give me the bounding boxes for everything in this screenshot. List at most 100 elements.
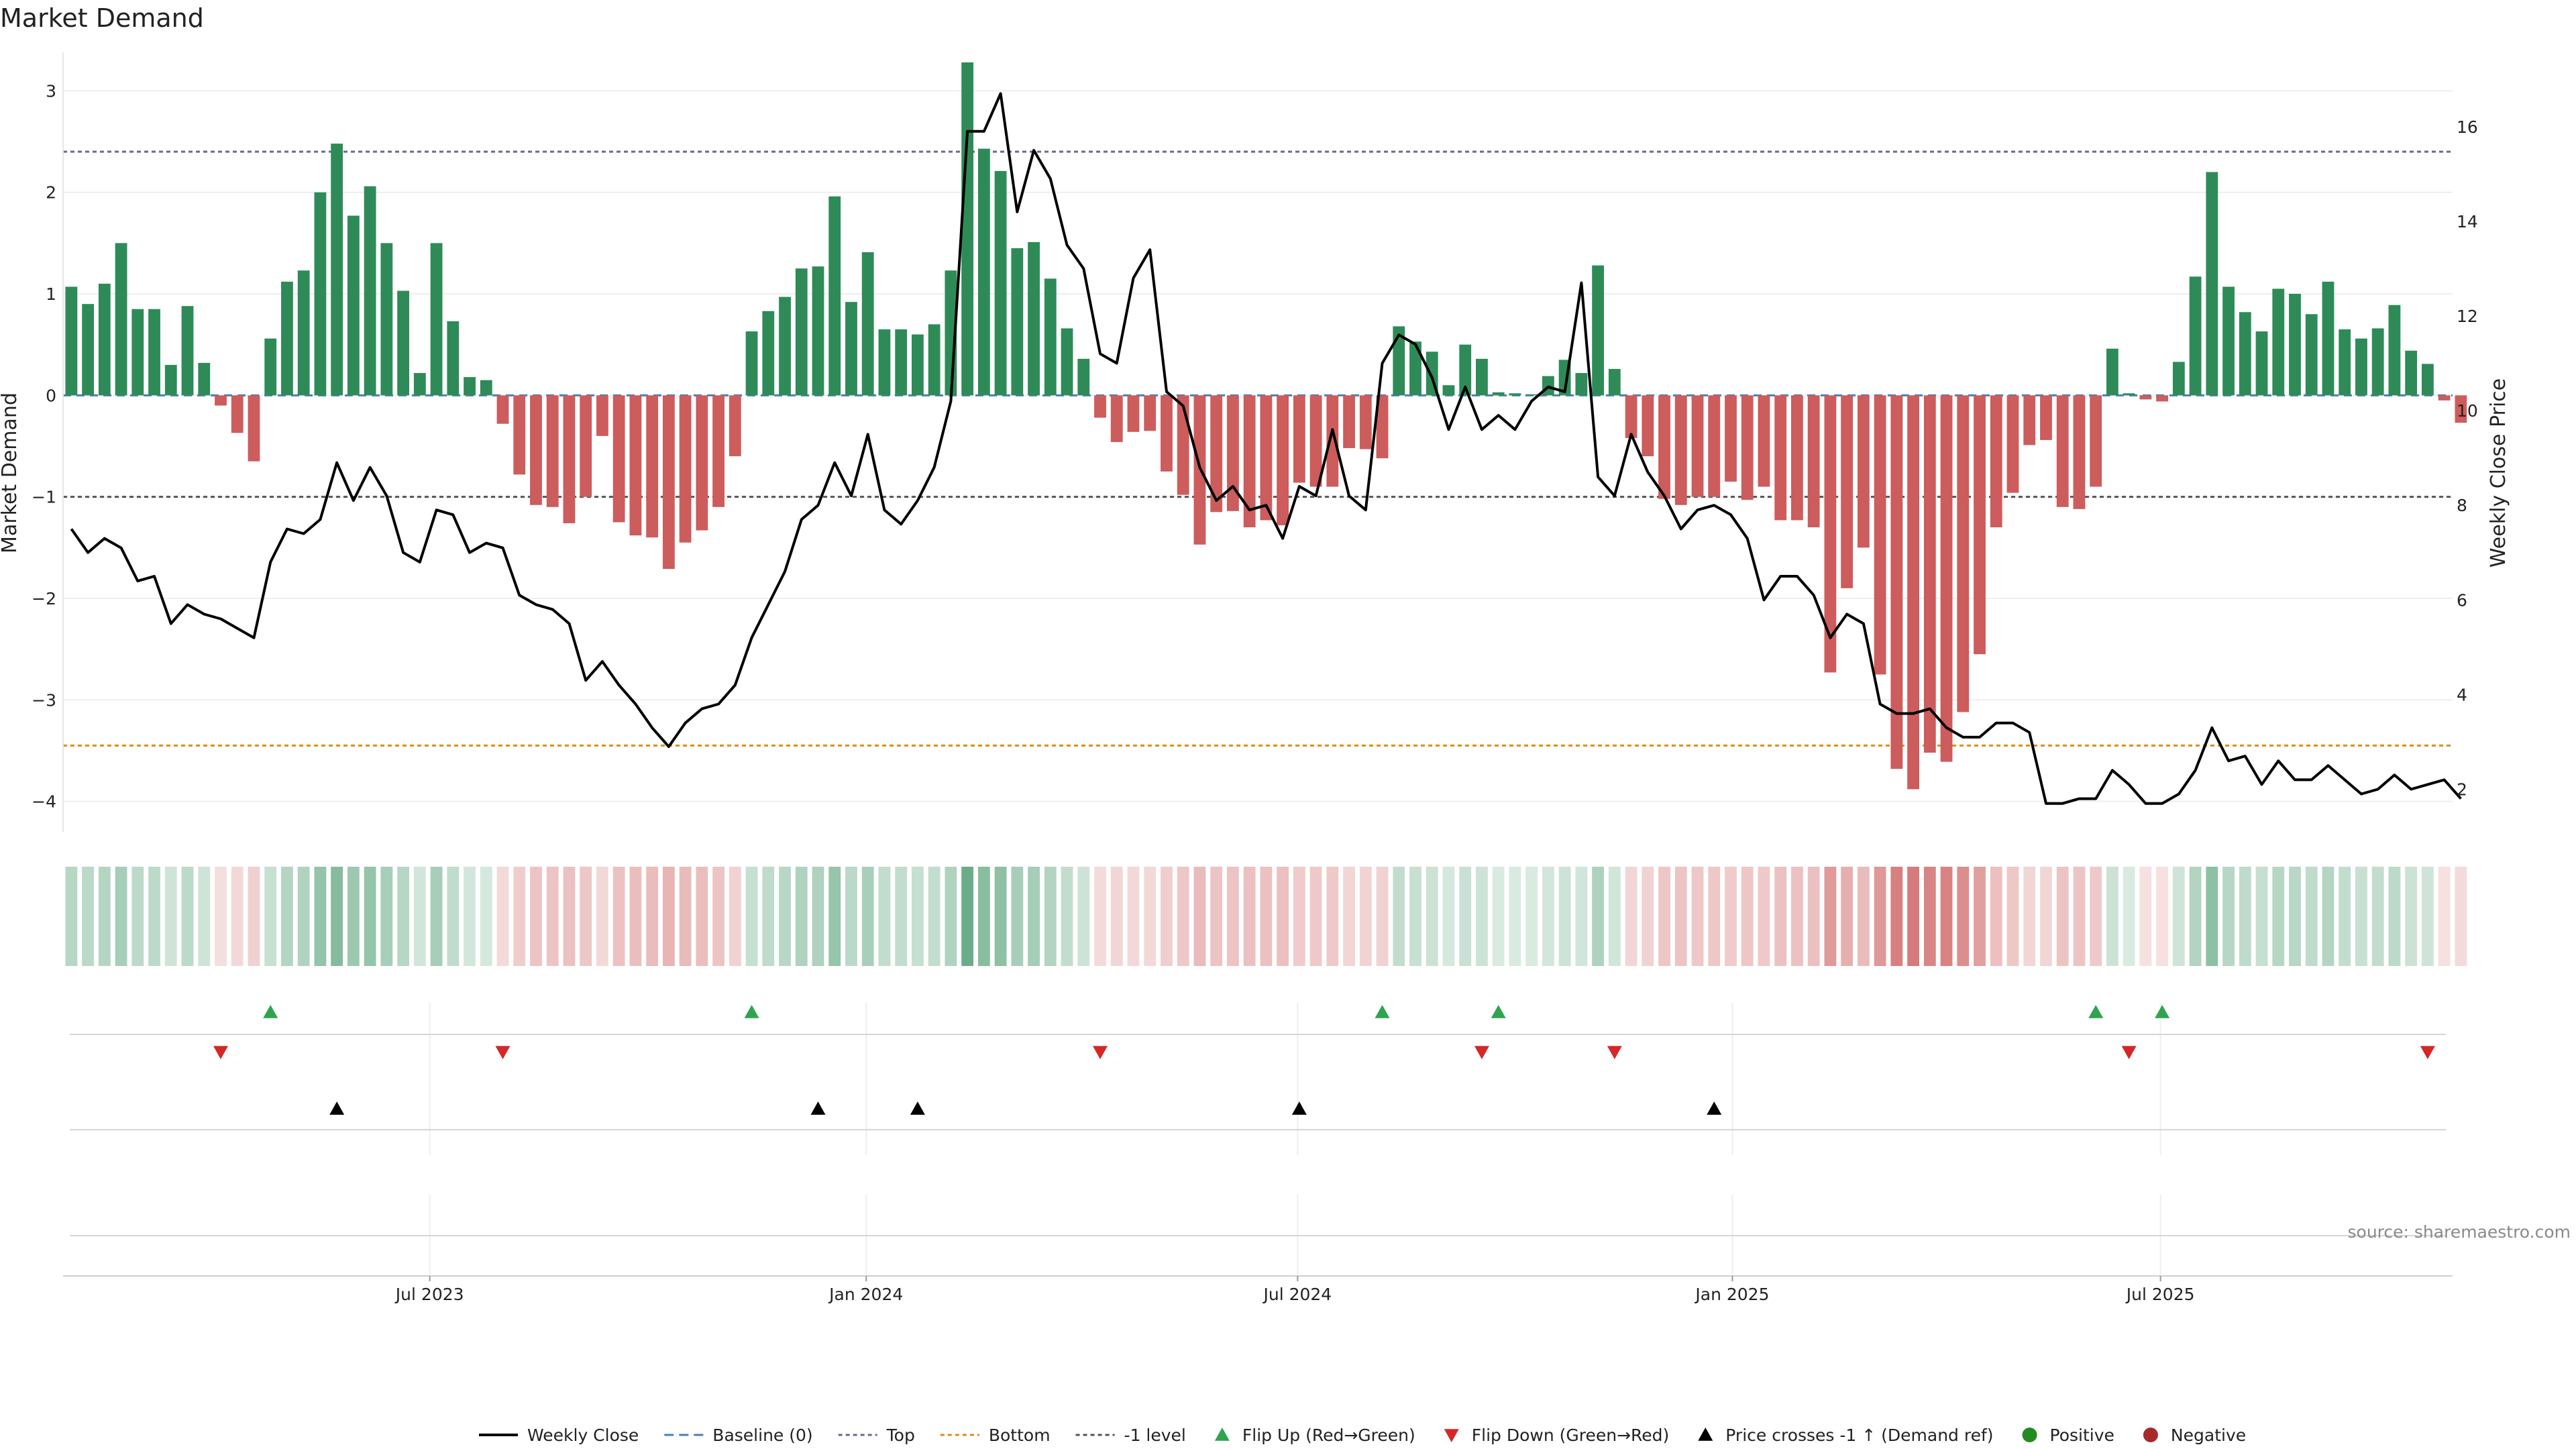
heat-cell xyxy=(1642,867,1654,966)
heat-cell xyxy=(1525,867,1538,966)
demand-bar xyxy=(895,329,908,396)
heat-cell xyxy=(198,867,211,966)
demand-bar xyxy=(1791,395,1803,521)
heat-cell xyxy=(1011,867,1024,966)
demand-bar xyxy=(231,395,244,433)
heat-cell xyxy=(1758,867,1770,966)
demand-bar xyxy=(1061,328,1073,396)
demand-bar xyxy=(679,395,692,543)
demand-bar xyxy=(878,329,891,396)
heat-cell xyxy=(480,867,492,966)
heat-cell xyxy=(1426,867,1438,966)
demand-bar xyxy=(994,170,1007,396)
demand-bar xyxy=(131,309,144,396)
demand-bar xyxy=(464,377,476,396)
flip-down-marker xyxy=(1093,1046,1108,1059)
demand-bar xyxy=(1161,395,1173,472)
demand-bar xyxy=(762,311,775,396)
demand-bar xyxy=(795,268,808,396)
y-tick-label: 1 xyxy=(46,284,56,304)
heat-cell xyxy=(2305,867,2318,966)
heat-cell xyxy=(1807,867,1820,966)
heat-cell xyxy=(1990,867,2002,966)
legend-item-minus1: -1 level xyxy=(1075,1426,1186,1445)
heat-cell xyxy=(762,867,775,966)
heat-cell xyxy=(928,867,941,966)
legend-label: Positive xyxy=(2050,1426,2114,1445)
legend-label: Weekly Close xyxy=(527,1426,639,1445)
demand-bar xyxy=(1243,395,1256,528)
demand-bar xyxy=(1525,394,1538,396)
heat-cell xyxy=(1575,867,1588,966)
heat-cell xyxy=(646,867,659,966)
demand-bar xyxy=(364,186,376,396)
cross-marker xyxy=(910,1102,925,1115)
heat-cell xyxy=(1243,867,1256,966)
demand-bar xyxy=(347,215,360,396)
heat-cell xyxy=(795,867,808,966)
heat-cell xyxy=(629,867,642,966)
heat-cell xyxy=(2405,867,2418,966)
heat-cell xyxy=(1393,867,1405,966)
demand-bar xyxy=(563,395,576,523)
heat-cell xyxy=(1127,867,1140,966)
demand-bar xyxy=(629,395,642,536)
heat-cell xyxy=(1442,867,1455,966)
flip-up-marker xyxy=(744,1005,759,1018)
heat-cell xyxy=(131,867,144,966)
demand-bar xyxy=(2073,395,2086,509)
legend-swatch xyxy=(1698,1428,1713,1441)
heat-cell xyxy=(2289,867,2301,966)
heat-cell xyxy=(2239,867,2251,966)
heat-cell xyxy=(729,867,741,966)
flip-up-marker xyxy=(263,1005,278,1018)
heat-cell xyxy=(1674,867,1687,966)
demand-bar xyxy=(745,331,758,396)
demand-bar xyxy=(828,196,841,396)
demand-bar xyxy=(580,395,592,497)
flip-up-marker xyxy=(1491,1005,1506,1018)
demand-bar xyxy=(2405,350,2418,396)
y2-tick-label: 12 xyxy=(2457,307,2478,326)
demand-bar xyxy=(845,302,857,396)
demand-bar xyxy=(2355,338,2367,396)
demand-bar xyxy=(2139,395,2152,400)
y-tick-label: −4 xyxy=(32,792,56,812)
demand-bar xyxy=(1044,278,1057,396)
heat-cell xyxy=(812,867,824,966)
heat-cell xyxy=(1774,867,1787,966)
y2-tick-label: 16 xyxy=(2457,117,2478,137)
heat-cell xyxy=(2371,867,2384,966)
demand-bar xyxy=(612,395,625,523)
heat-cell xyxy=(1277,867,1289,966)
legend-swatch xyxy=(1214,1428,1230,1441)
demand-bar xyxy=(2040,395,2052,440)
demand-bar xyxy=(430,243,443,396)
demand-bars xyxy=(65,62,2467,790)
demand-bar xyxy=(496,395,509,424)
demand-bar xyxy=(1708,395,1721,497)
demand-bar xyxy=(1144,395,1157,431)
heat-cell xyxy=(1708,867,1721,966)
demand-bar xyxy=(115,243,127,396)
heat-cell xyxy=(2189,867,2202,966)
legend-swatch xyxy=(2143,1428,2158,1442)
heat-cell xyxy=(596,867,608,966)
heat-cell xyxy=(264,867,277,966)
chart-title: Market Demand xyxy=(0,3,204,33)
heat-cell xyxy=(1226,867,1239,966)
demand-bar xyxy=(1741,395,1754,500)
heat-cell xyxy=(1061,867,1073,966)
heat-cell xyxy=(1725,867,1737,966)
y2-tick-label: 4 xyxy=(2457,685,2467,704)
legend-item-cross: Price crosses -1 ↑ (Demand ref) xyxy=(1698,1426,1994,1445)
cross-marker xyxy=(1291,1102,1307,1115)
demand-bar xyxy=(2455,395,2467,423)
x-tick-label: Jul 2024 xyxy=(1262,1285,1332,1304)
heat-cell xyxy=(945,867,957,966)
demand-heat-strip xyxy=(65,867,2467,966)
demand-bar xyxy=(646,395,659,538)
gridlines xyxy=(63,90,2453,1275)
demand-bar xyxy=(2056,395,2069,507)
heat-cell xyxy=(2139,867,2152,966)
